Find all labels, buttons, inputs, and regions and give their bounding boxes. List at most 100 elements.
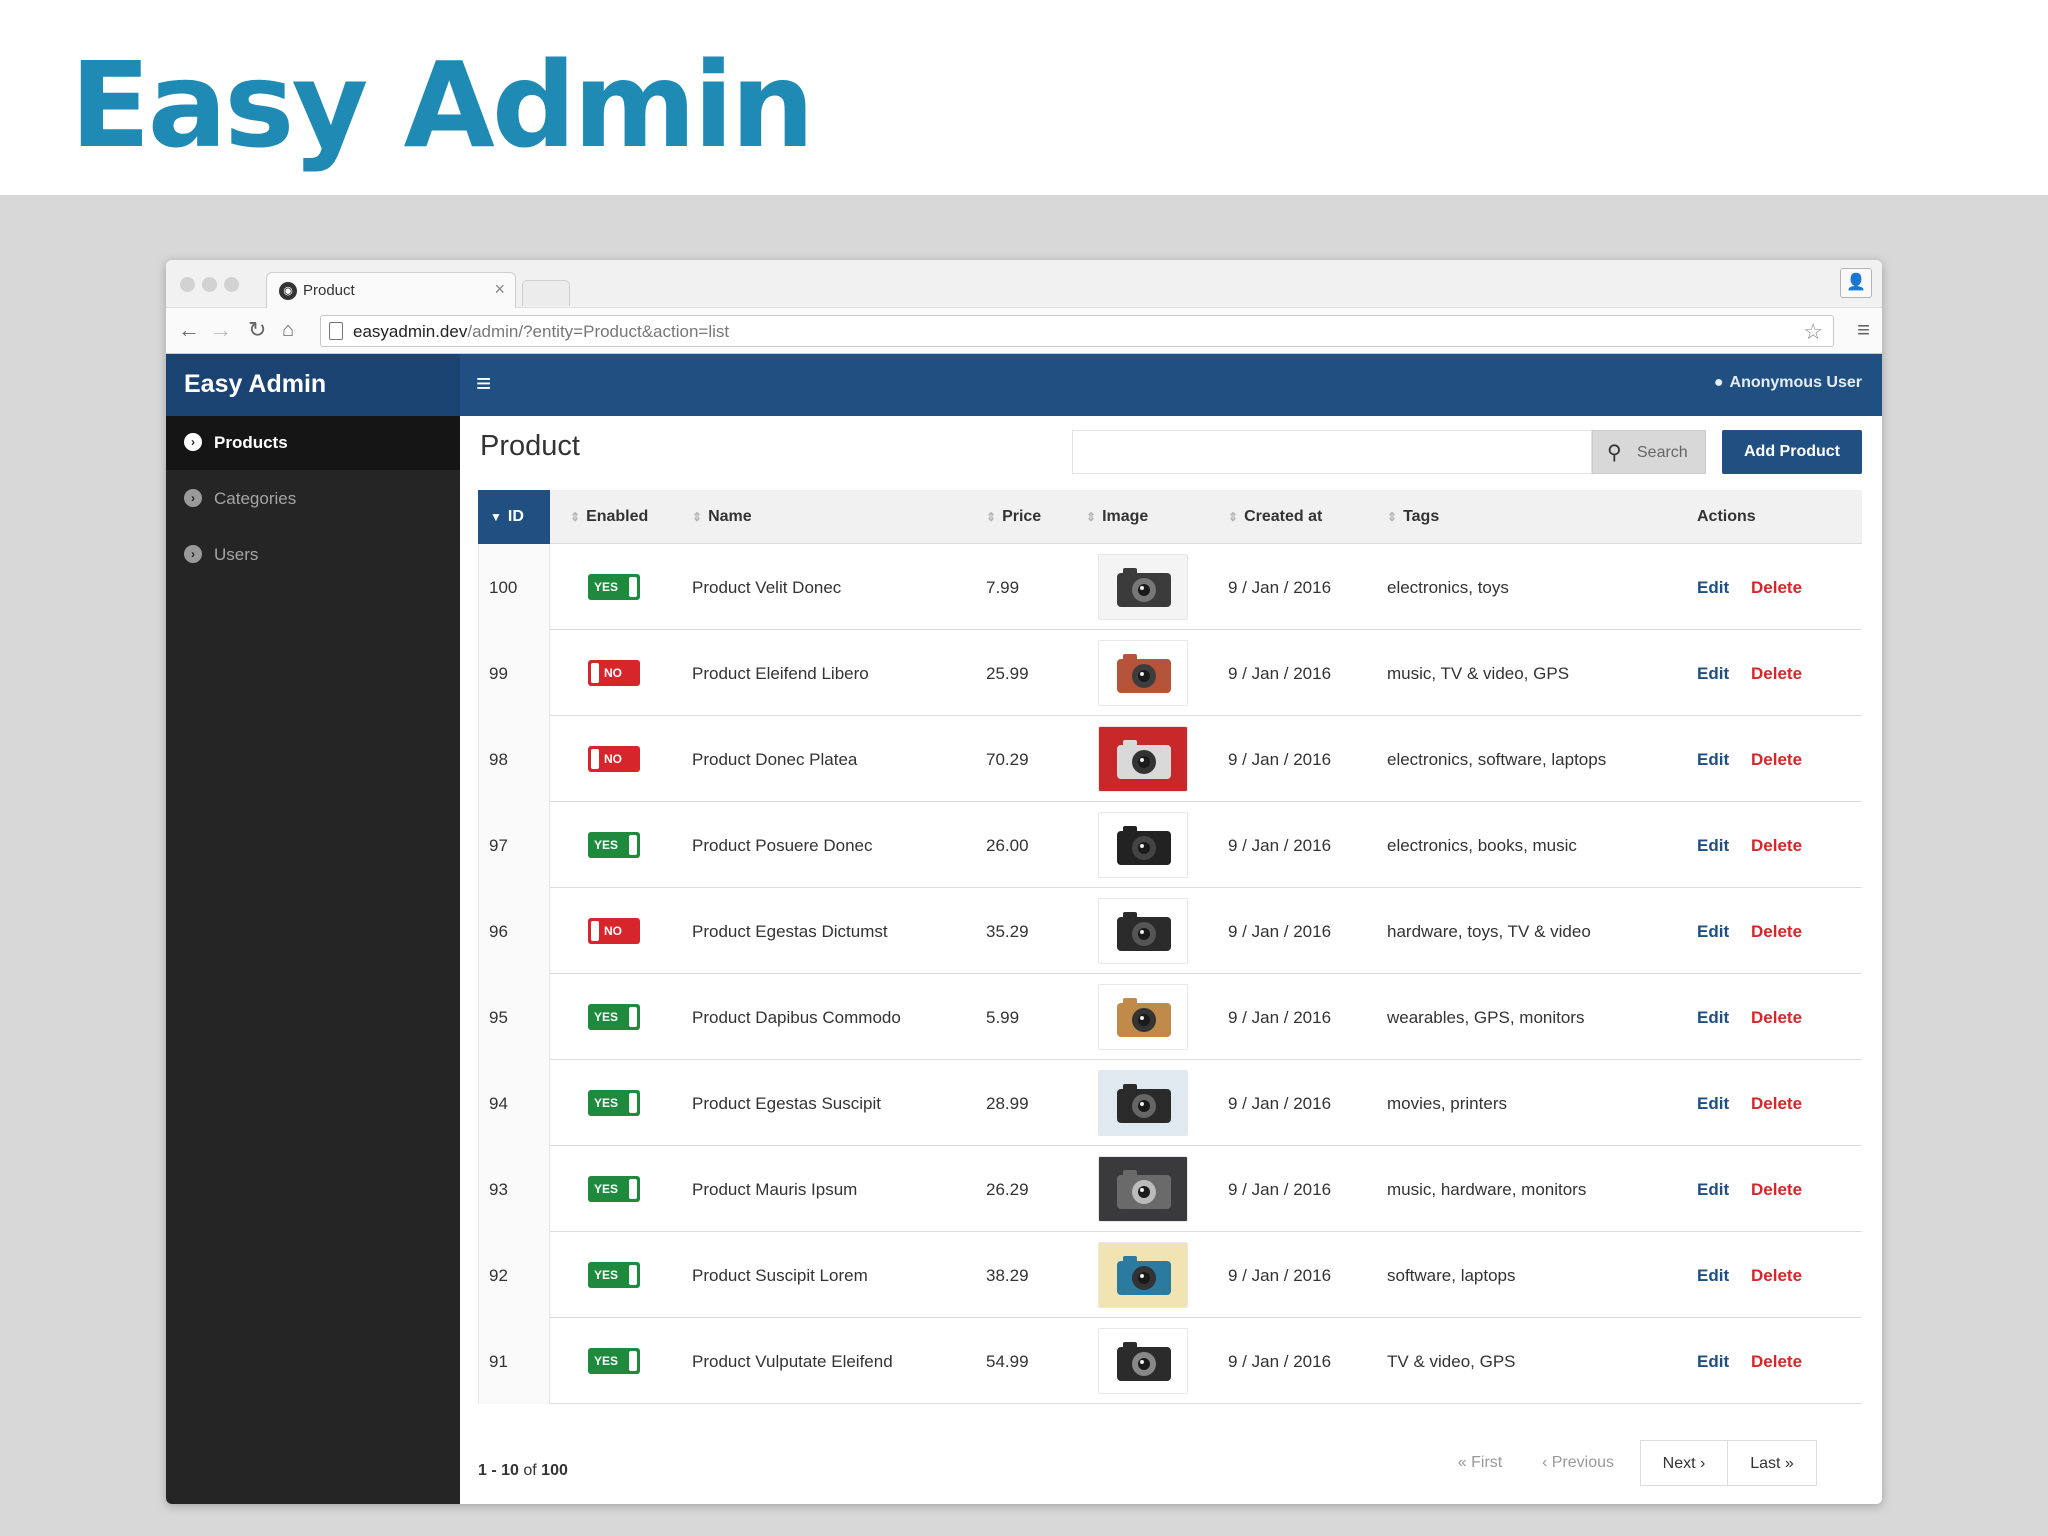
- toggle-knob: [591, 749, 599, 769]
- product-thumbnail[interactable]: [1098, 984, 1188, 1050]
- tab-title: Product: [303, 282, 355, 299]
- column-header-price[interactable]: ⇕ Price: [986, 508, 1041, 526]
- product-thumbnail[interactable]: [1098, 1242, 1188, 1308]
- toggle-knob: [629, 577, 637, 597]
- edit-link[interactable]: Edit: [1697, 1008, 1730, 1027]
- page-title: Product: [480, 430, 580, 462]
- column-header-image[interactable]: ⇕ Image: [1086, 508, 1148, 526]
- product-thumbnail[interactable]: [1098, 812, 1188, 878]
- browser-menu-icon[interactable]: ≡: [1857, 317, 1870, 342]
- tab-close-icon[interactable]: ×: [494, 279, 505, 299]
- enabled-label: YES: [594, 838, 619, 852]
- delete-link[interactable]: Delete: [1751, 1352, 1803, 1371]
- edit-link[interactable]: Edit: [1697, 1094, 1730, 1113]
- edit-link[interactable]: Edit: [1697, 1180, 1730, 1199]
- product-name: Product Donec Platea: [692, 750, 858, 769]
- toggle-knob: [629, 1179, 637, 1199]
- delete-link[interactable]: Delete: [1751, 922, 1803, 941]
- id-value: 93: [489, 1180, 508, 1199]
- column-header-enabled[interactable]: ⇕ Enabled: [570, 508, 648, 526]
- pagination-previous[interactable]: ‹ Previous: [1541, 1454, 1615, 1471]
- enabled-toggle[interactable]: NO: [588, 746, 640, 772]
- brand-text: Easy Admin: [184, 370, 327, 398]
- product-name: Product Eleifend Libero: [692, 664, 869, 683]
- column-header-id[interactable]: ▼ ID: [478, 490, 550, 544]
- edit-link[interactable]: Edit: [1697, 1352, 1730, 1371]
- pagination-next[interactable]: Next ›: [1640, 1440, 1728, 1486]
- product-price: 54.99: [986, 1352, 1029, 1371]
- enabled-toggle[interactable]: YES: [588, 832, 640, 858]
- hamburger-icon[interactable]: ≡: [476, 368, 492, 398]
- window-zoom-dot[interactable]: [224, 277, 239, 292]
- browser-window: ◉ Product × 👤 ← → ↻ ⌂ easyadmin.dev/admi…: [166, 260, 1882, 1504]
- delete-link[interactable]: Delete: [1751, 750, 1803, 769]
- id-cell: 94: [478, 1060, 550, 1146]
- pagination-first[interactable]: « First: [1457, 1454, 1503, 1471]
- edit-link[interactable]: Edit: [1697, 750, 1730, 769]
- delete-link[interactable]: Delete: [1751, 1094, 1803, 1113]
- table-row: 96 NO Product Egestas Dictumst 35.29 9 /…: [478, 888, 1862, 974]
- edit-link[interactable]: Edit: [1697, 578, 1730, 597]
- id-value: 99: [489, 664, 508, 683]
- sidebar: › Products › Categories › Users: [166, 416, 460, 1504]
- search-button[interactable]: ⚲ Search: [1592, 430, 1706, 474]
- home-icon[interactable]: ⌂: [282, 319, 295, 341]
- delete-link[interactable]: Delete: [1751, 664, 1803, 683]
- profile-icon[interactable]: 👤: [1840, 268, 1872, 298]
- created-date: 9 / Jan / 2016: [1228, 1352, 1332, 1371]
- sidebar-item-products[interactable]: › Products: [166, 416, 460, 470]
- enabled-toggle[interactable]: YES: [588, 1262, 640, 1288]
- window-minimize-dot[interactable]: [202, 277, 217, 292]
- brand[interactable]: Easy Admin: [166, 354, 460, 416]
- toggle-knob: [629, 1007, 637, 1027]
- add-product-button[interactable]: Add Product: [1722, 430, 1862, 474]
- enabled-label: YES: [594, 1010, 619, 1024]
- product-thumbnail[interactable]: [1098, 898, 1188, 964]
- product-thumbnail[interactable]: [1098, 640, 1188, 706]
- delete-link[interactable]: Delete: [1751, 836, 1803, 855]
- bookmark-star-icon[interactable]: ☆: [1803, 319, 1823, 344]
- product-thumbnail[interactable]: [1098, 726, 1188, 792]
- product-thumbnail[interactable]: [1098, 554, 1188, 620]
- sidebar-item-categories[interactable]: › Categories: [166, 472, 460, 526]
- created-date: 9 / Jan / 2016: [1228, 836, 1332, 855]
- sort-icon: ⇕: [1228, 510, 1239, 524]
- product-thumbnail[interactable]: [1098, 1070, 1188, 1136]
- enabled-toggle[interactable]: NO: [588, 918, 640, 944]
- search-input[interactable]: [1072, 430, 1592, 474]
- reload-icon[interactable]: ↻: [248, 317, 267, 342]
- product-price: 25.99: [986, 664, 1029, 683]
- enabled-toggle[interactable]: NO: [588, 660, 640, 686]
- enabled-toggle[interactable]: YES: [588, 1004, 640, 1030]
- id-value: 100: [489, 578, 518, 597]
- new-tab-button[interactable]: [522, 280, 570, 306]
- user-menu[interactable]: ● Anonymous User: [1714, 374, 1862, 392]
- address-bar[interactable]: easyadmin.dev/admin/?entity=Product&acti…: [320, 315, 1834, 347]
- edit-link[interactable]: Edit: [1697, 664, 1730, 683]
- product-thumbnail[interactable]: [1098, 1156, 1188, 1222]
- column-header-name[interactable]: ⇕ Name: [692, 508, 752, 526]
- enabled-toggle[interactable]: YES: [588, 1176, 640, 1202]
- forward-arrow-icon[interactable]: →: [210, 317, 232, 342]
- back-arrow-icon[interactable]: ←: [178, 317, 200, 342]
- enabled-toggle[interactable]: YES: [588, 574, 640, 600]
- window-close-dot[interactable]: [180, 277, 195, 292]
- delete-link[interactable]: Delete: [1751, 1008, 1803, 1027]
- delete-link[interactable]: Delete: [1751, 578, 1803, 597]
- slide-title: Easy Admin: [70, 36, 815, 174]
- column-header-tags[interactable]: ⇕ Tags: [1387, 508, 1439, 526]
- created-date: 9 / Jan / 2016: [1228, 1094, 1332, 1113]
- edit-link[interactable]: Edit: [1697, 836, 1730, 855]
- product-thumbnail[interactable]: [1098, 1328, 1188, 1394]
- sidebar-item-users[interactable]: › Users: [166, 528, 460, 582]
- pagination-last[interactable]: Last »: [1727, 1440, 1817, 1486]
- browser-tab[interactable]: ◉ Product ×: [266, 272, 516, 308]
- enabled-toggle[interactable]: YES: [588, 1348, 640, 1374]
- enabled-toggle[interactable]: YES: [588, 1090, 640, 1116]
- edit-link[interactable]: Edit: [1697, 922, 1730, 941]
- created-date: 9 / Jan / 2016: [1228, 750, 1332, 769]
- edit-link[interactable]: Edit: [1697, 1266, 1730, 1285]
- delete-link[interactable]: Delete: [1751, 1266, 1803, 1285]
- delete-link[interactable]: Delete: [1751, 1180, 1803, 1199]
- column-header-created-at[interactable]: ⇕ Created at: [1228, 508, 1322, 526]
